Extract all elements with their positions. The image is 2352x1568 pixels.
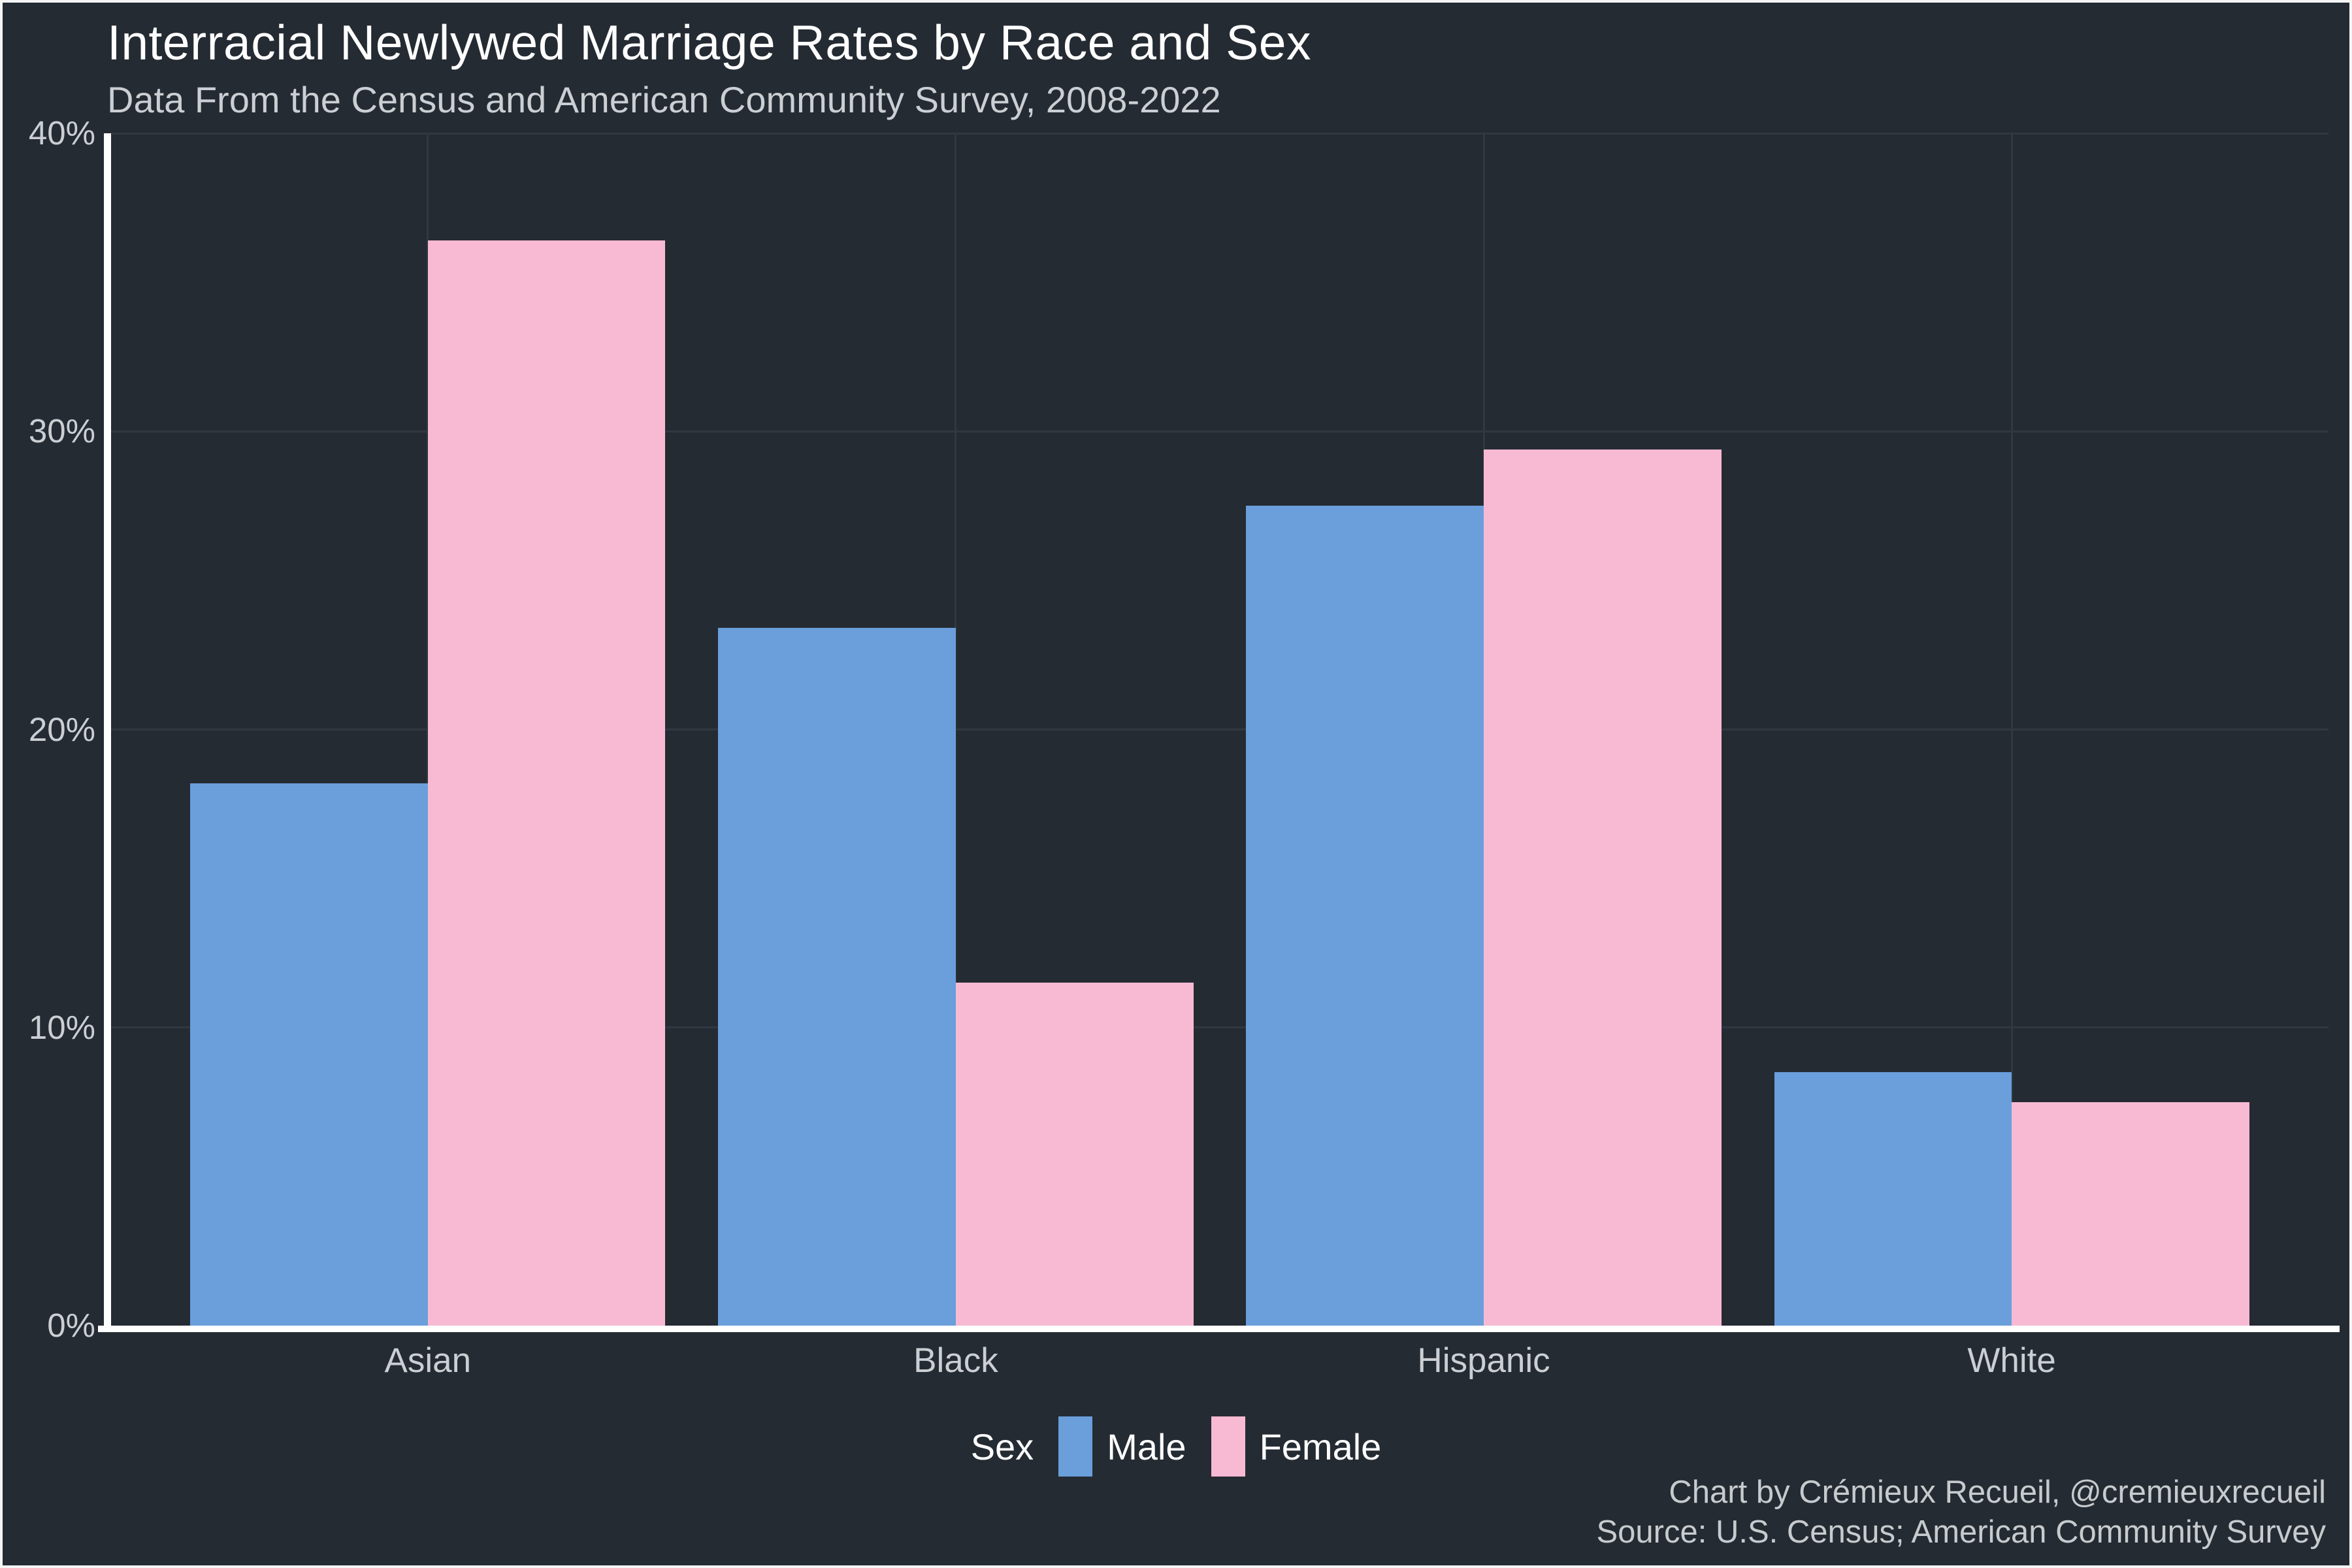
x-axis-line: [98, 1326, 2340, 1332]
gridline-y-40: [111, 132, 2328, 135]
gridline-x-black: [955, 133, 957, 1326]
x-category-label-hispanic: Hispanic: [1417, 1341, 1550, 1380]
credit-byline: Chart by Crémieux Recueil, @cremieuxrecu…: [1669, 1475, 2326, 1510]
credit-source: Source: U.S. Census; American Community …: [1596, 1514, 2326, 1550]
bar-hispanic-female: [1484, 449, 1722, 1326]
legend-swatch-male: [1058, 1416, 1093, 1477]
y-axis-line: [104, 133, 111, 1326]
y-tick-label-10: 10%: [28, 1008, 95, 1046]
legend-label-female: Female: [1259, 1426, 1382, 1467]
legend: Sex Male Female: [3, 1413, 2349, 1480]
bar-white-male: [1774, 1072, 2012, 1326]
legend-item-male: Male: [1058, 1416, 1186, 1477]
chart-title: Interracial Newlywed Marriage Rates by R…: [107, 15, 1311, 70]
legend-label-male: Male: [1107, 1426, 1186, 1467]
bar-white-female: [2012, 1102, 2249, 1326]
gridline-y-30: [111, 430, 2328, 433]
bar-asian-male: [190, 783, 428, 1326]
y-tick-label-40: 40%: [28, 114, 95, 152]
bar-asian-female: [427, 240, 666, 1326]
plot-area: [98, 132, 2340, 1332]
y-tick-label-0: 0%: [47, 1307, 95, 1344]
chart-subtitle: Data From the Census and American Commun…: [107, 79, 1221, 120]
gridline-x-white: [2010, 133, 2013, 1326]
gridline-y-20: [111, 728, 2328, 730]
credits: Chart by Crémieux Recueil, @cremieuxrecu…: [1596, 1473, 2326, 1552]
bar-black-male: [718, 628, 956, 1326]
y-tick-label-30: 30%: [28, 412, 95, 450]
x-category-label-asian: Asian: [384, 1341, 472, 1380]
x-category-label-black: Black: [913, 1341, 998, 1380]
legend-title: Sex: [970, 1426, 1034, 1467]
y-tick-label-20: 20%: [28, 710, 95, 748]
bar-black-female: [955, 983, 1194, 1326]
gridline-y-10: [111, 1026, 2328, 1029]
x-category-label-white: White: [1967, 1341, 2056, 1380]
legend-item-female: Female: [1211, 1416, 1382, 1477]
bar-hispanic-male: [1246, 506, 1484, 1326]
legend-swatch-female: [1211, 1416, 1245, 1477]
